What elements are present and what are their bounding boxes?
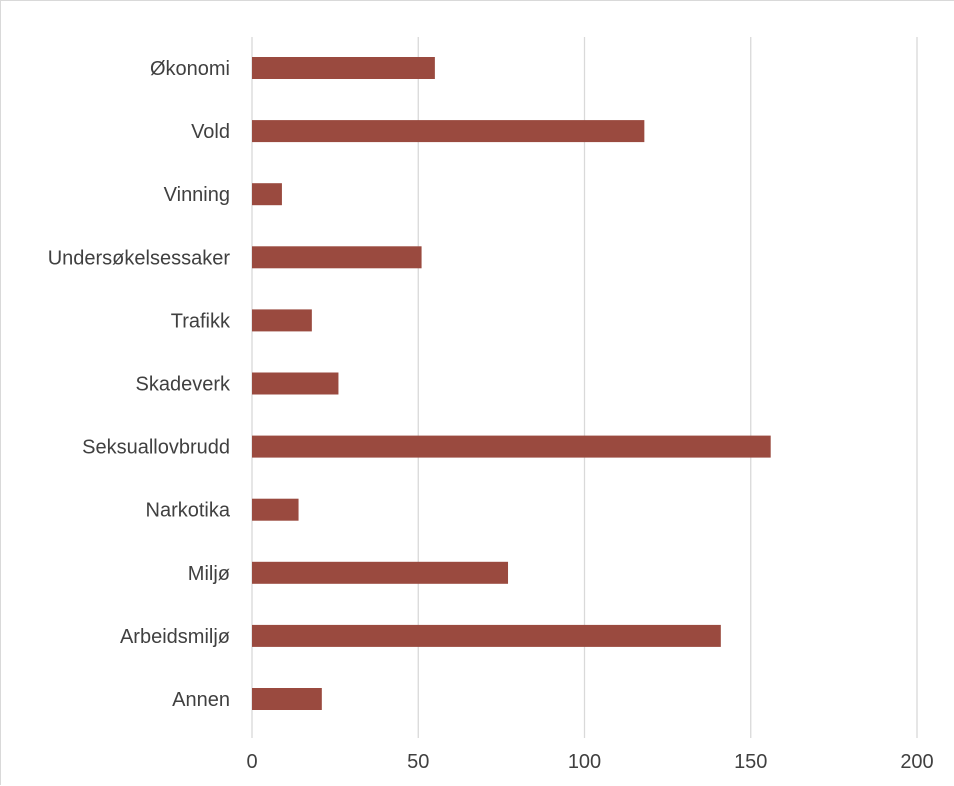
category-label-arbeidsmiljo: Arbeidsmiljø [120, 626, 230, 648]
category-label-undersokelsessaker: Undersøkelsessaker [48, 247, 231, 269]
category-label-vold: Vold [191, 121, 230, 143]
x-tick-label-0: 0 [246, 751, 257, 773]
bar-okonomi [252, 57, 435, 79]
bar-vinning [252, 183, 282, 206]
category-label-annen: Annen [172, 689, 230, 711]
x-tick-label-50: 50 [407, 751, 429, 773]
category-label-miljo: Miljø [188, 563, 230, 585]
bar-arbeidsmiljo [252, 624, 721, 647]
bar-miljo [252, 561, 509, 584]
category-label-trafikk: Trafikk [171, 310, 231, 332]
category-labels: Økonomi Vold Vinning Undersøkelsessaker Traf… [48, 58, 231, 711]
category-label-vinning: Vinning [164, 184, 230, 206]
x-tick-label-150: 150 [734, 751, 767, 773]
bar-seksuallovbrudd [252, 435, 771, 458]
gridlines [251, 37, 918, 738]
category-label-seksuallovbrudd: Seksuallovbrudd [82, 437, 230, 459]
bar-skadeverk [252, 372, 339, 395]
x-axis-tick-labels: 0 50 100 150 200 [246, 751, 933, 773]
category-label-narkotika: Narkotika [146, 500, 231, 522]
bars [252, 57, 771, 710]
x-tick-label-200: 200 [900, 751, 933, 773]
bar-vold [252, 120, 645, 143]
bar-annen [252, 688, 322, 710]
bar-trafikk [252, 309, 312, 332]
x-tick-label-100: 100 [568, 751, 601, 773]
category-label-okonomi: Økonomi [150, 58, 230, 80]
bar-narkotika [252, 498, 299, 521]
bar-undersokelsessaker [252, 246, 422, 269]
category-label-skadeverk: Skadeverk [136, 374, 231, 396]
